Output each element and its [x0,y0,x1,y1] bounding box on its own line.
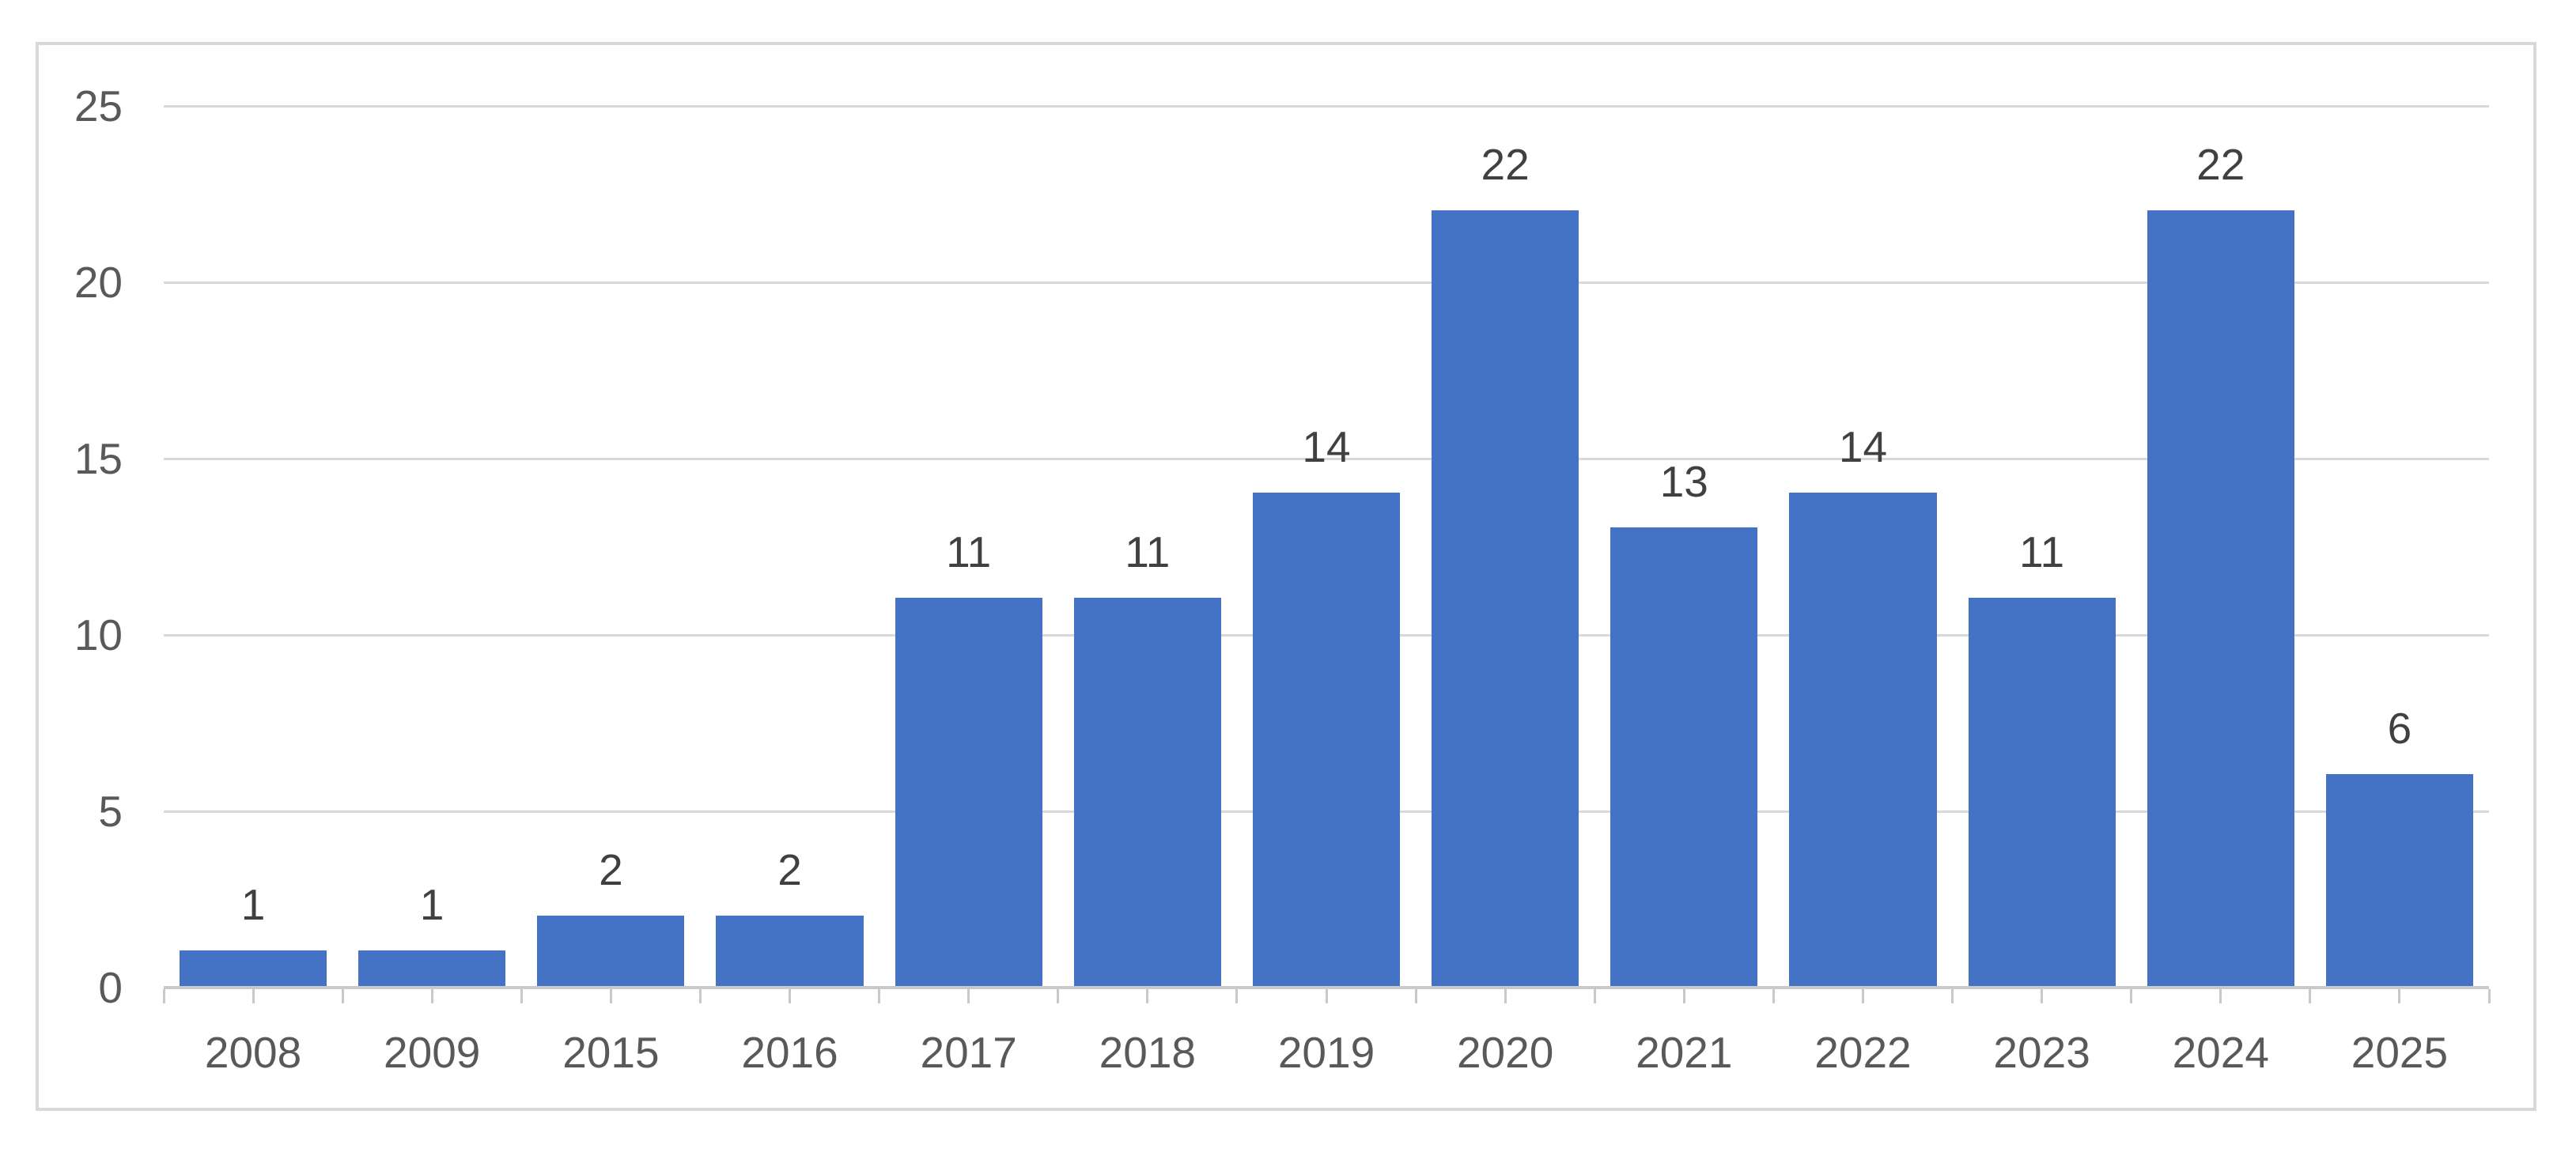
axis-tick [1146,989,1149,1003]
bar-value-label: 22 [2196,139,2245,189]
x-axis-label: 2018 [1099,1028,1197,1077]
chart-frame: 0 5 10 15 20 25 1 2008 1 2009 2 2015 2 2016 11 2017 11 20… [36,42,2536,1111]
bar [895,598,1042,986]
bar-value-label: 11 [946,527,992,577]
bar [1789,492,1937,986]
axis-tick [1057,989,1060,1003]
axis-tick [1504,989,1507,1003]
bar-value-label: 11 [2019,527,2065,577]
y-axis-label: 20 [74,258,123,307]
gridline [164,457,2489,460]
axis-tick [1235,989,1239,1003]
bar [537,915,685,986]
bar [180,950,327,986]
y-axis-label: 25 [74,81,123,130]
x-axis-label: 2019 [1277,1028,1375,1077]
bar [2147,210,2294,986]
bar [358,950,506,986]
bar-value-label: 6 [2387,704,2412,754]
x-axis-label: 2025 [2351,1028,2449,1077]
bar [2325,774,2473,986]
x-axis-label: 2009 [384,1028,481,1077]
x-axis-label: 2015 [562,1028,660,1077]
bar [716,915,864,986]
axis-tick [1682,989,1685,1003]
axis-tick [2487,989,2491,1003]
gridline [164,281,2489,284]
x-axis-label: 2023 [1993,1028,2090,1077]
x-axis-label: 2016 [741,1028,838,1077]
y-axis-label: 10 [74,610,123,659]
bar [1252,492,1401,986]
x-axis-label: 2022 [1814,1028,1912,1077]
axis-tick [1951,989,1954,1003]
axis-tick [967,989,970,1003]
axis-tick [430,989,433,1003]
axis-tick [2130,989,2133,1003]
gridline [164,104,2489,108]
axis-tick [162,989,165,1003]
bar-value-label: 14 [1838,421,1888,471]
axis-tick [252,989,255,1003]
bar [1968,598,2116,986]
y-axis-label: 0 [98,963,123,1012]
x-axis-label: 2024 [2172,1028,2269,1077]
axis-tick [2219,989,2222,1003]
bar-value-label: 1 [419,880,444,930]
bar-value-label: 1 [240,880,266,930]
axis-tick [2398,989,2401,1003]
axis-tick [341,989,344,1003]
axis-tick [609,989,612,1003]
x-axis-label: 2020 [1456,1028,1554,1077]
axis-tick [1861,989,1864,1003]
axis-tick [520,989,523,1003]
x-axis-label: 2021 [1636,1028,1733,1077]
bar-value-label: 22 [1481,139,1530,189]
axis-tick [789,989,792,1003]
axis-tick [1325,989,1328,1003]
x-axis-label: 2017 [920,1028,1017,1077]
axis-tick [2041,989,2044,1003]
bar [1432,210,1579,986]
bar [1610,527,1758,986]
axis-tick [878,989,881,1003]
bar-value-label: 13 [1659,457,1708,507]
bar-value-label: 14 [1302,421,1351,471]
axis-tick [698,989,702,1003]
axis-tick [1593,989,1596,1003]
x-axis-line [164,986,2489,989]
y-axis-label: 5 [98,787,123,836]
x-axis-label: 2008 [204,1028,302,1077]
bar-value-label: 2 [599,844,623,894]
y-axis-label: 15 [74,434,123,483]
axis-tick [2309,989,2312,1003]
bar-value-label: 11 [1125,527,1171,577]
axis-tick [1772,989,1775,1003]
bar-value-label: 2 [777,844,802,894]
bar [1073,598,1221,986]
axis-tick [1414,989,1417,1003]
